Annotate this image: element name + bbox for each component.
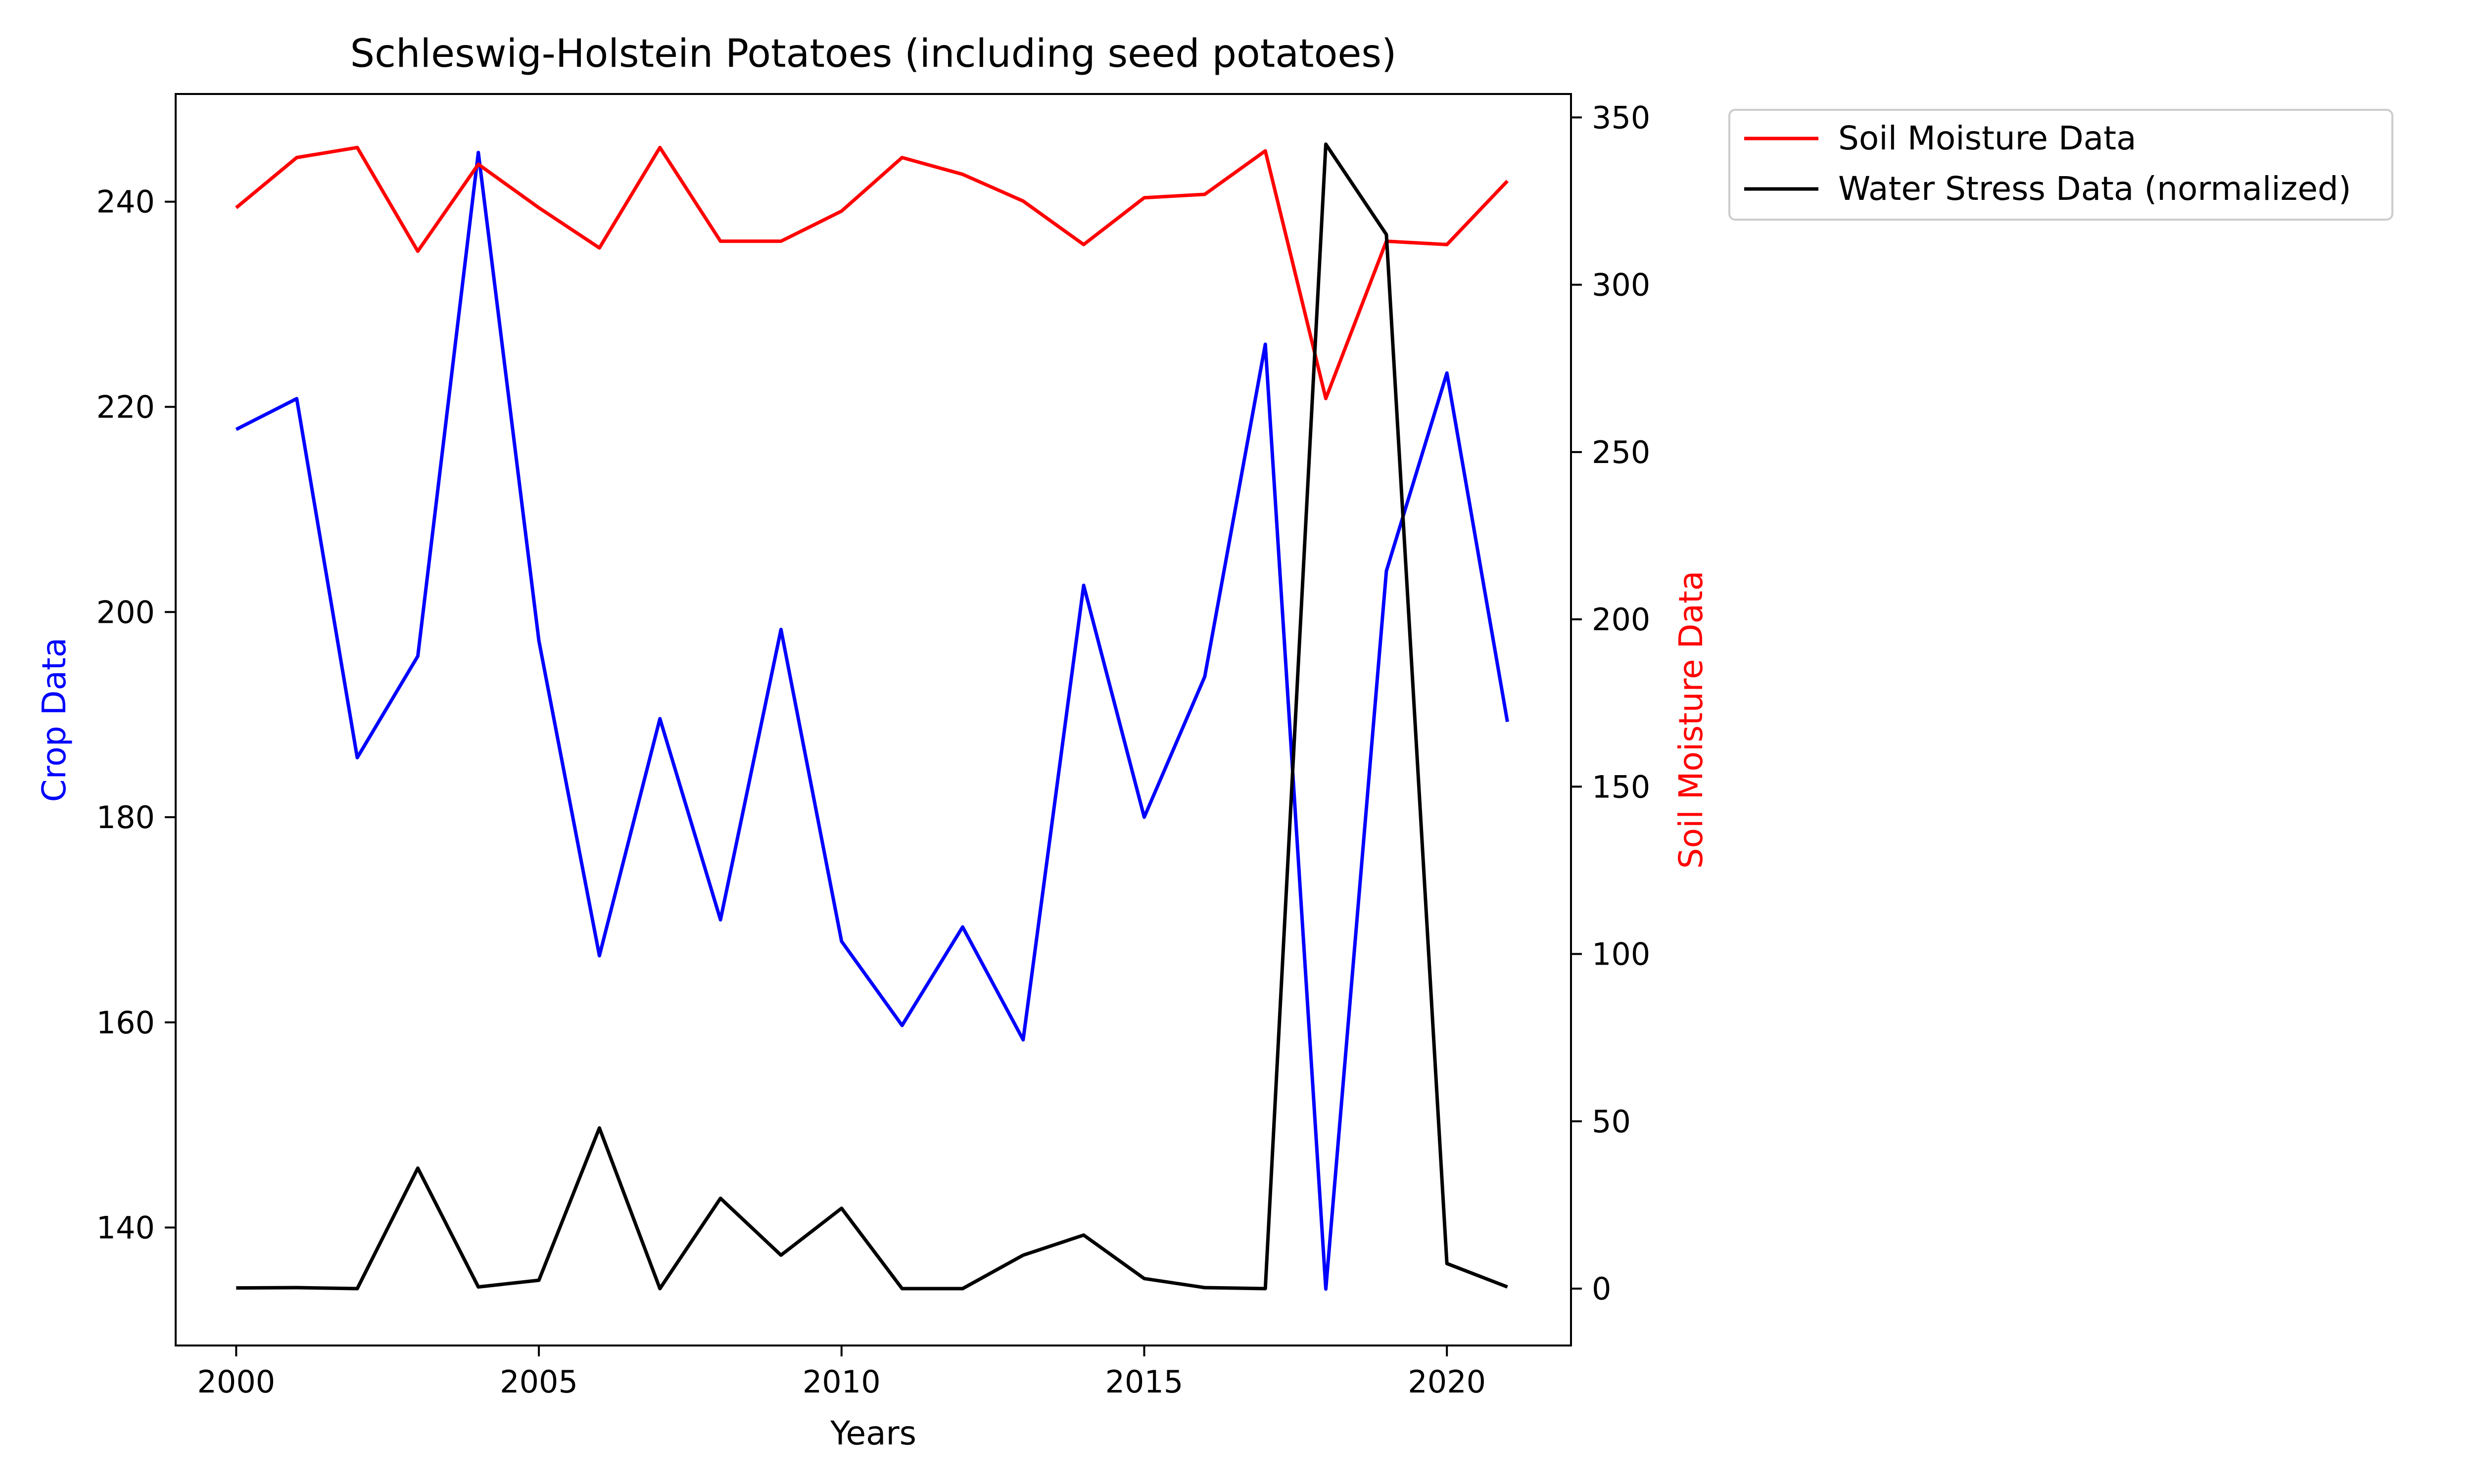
left-axis-label: Crop Data: [35, 638, 73, 802]
legend-label-soil-moisture: Soil Moisture Data: [1838, 119, 2137, 157]
legend-frame: [1728, 109, 2393, 221]
chart-title: Schleswig-Holstein Potatoes (including s…: [350, 32, 1397, 76]
right-y-tick-label-0: 0: [1592, 1271, 1611, 1307]
x-tick-label-2000: 2000: [197, 1364, 275, 1400]
plot-frame: [175, 93, 1572, 1346]
legend-label-water-stress: Water Stress Data (normalized): [1838, 170, 2351, 208]
right-y-tick-label-200: 200: [1592, 602, 1650, 638]
right-y-tick-label-150: 150: [1592, 769, 1650, 805]
right-y-tick-label-100: 100: [1592, 936, 1650, 973]
legend: Soil Moisture Data Water Stress Data (no…: [1728, 109, 2393, 221]
right-axis-label: Soil Moisture Data: [1672, 571, 1710, 869]
x-tick-label-2020: 2020: [1408, 1364, 1486, 1400]
series-line-stress: [236, 142, 1508, 1291]
x-axis-label: Years: [830, 1414, 916, 1452]
left-y-tick-label-160: 160: [96, 1005, 155, 1041]
right-y-tick-label-350: 350: [1592, 99, 1650, 136]
series-line-crop: [235, 150, 1509, 1291]
left-y-tick-label-220: 220: [96, 389, 155, 425]
axes: 2000 2005 2010 2015 2020 140 160 180 200 220 240 0 5…: [96, 99, 1651, 1400]
right-y-tick-label-250: 250: [1592, 434, 1650, 470]
left-y-tick-label-240: 240: [96, 184, 155, 220]
plot-series: [235, 142, 1509, 1291]
series-line-soil: [235, 145, 1509, 401]
right-y-tick-label-300: 300: [1592, 267, 1650, 303]
left-y-tick-label-180: 180: [96, 799, 155, 835]
x-tick-label-2010: 2010: [803, 1364, 881, 1400]
x-tick-label-2015: 2015: [1105, 1364, 1184, 1400]
left-y-tick-label-140: 140: [96, 1210, 155, 1246]
x-tick-label-2005: 2005: [500, 1364, 578, 1400]
left-y-tick-label-200: 200: [96, 594, 155, 630]
right-y-tick-label-50: 50: [1592, 1104, 1631, 1140]
